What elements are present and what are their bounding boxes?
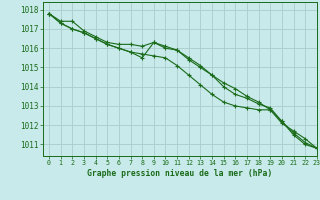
X-axis label: Graphe pression niveau de la mer (hPa): Graphe pression niveau de la mer (hPa) [87,169,273,178]
